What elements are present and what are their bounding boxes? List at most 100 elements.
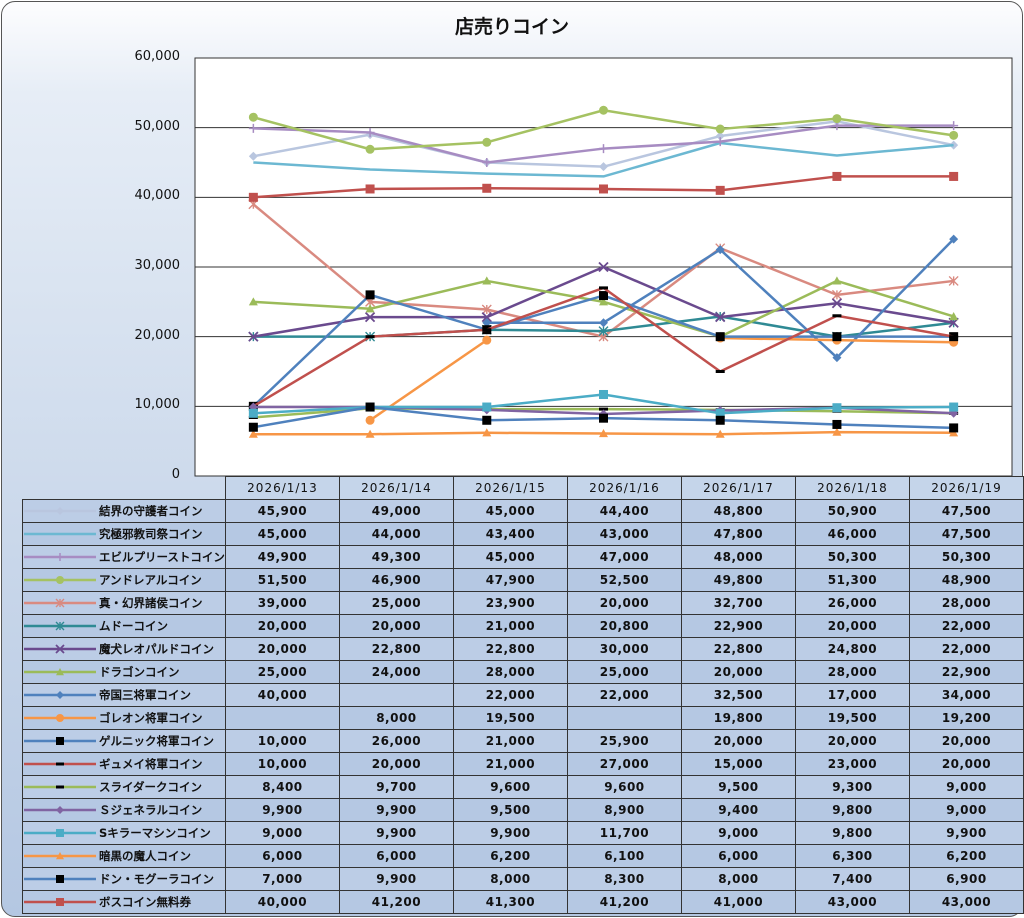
data-label: 25,000 <box>338 590 454 615</box>
data-point <box>482 183 492 193</box>
legend-entry: ゲルニック将軍コイン <box>22 728 226 753</box>
legend-key-icon <box>24 621 96 631</box>
series-2 <box>253 141 954 178</box>
data-label: 47,000 <box>566 544 682 569</box>
data-point <box>365 128 375 138</box>
data-point <box>56 668 64 676</box>
data-label: 49,300 <box>338 544 454 569</box>
data-point <box>482 335 492 345</box>
data-point <box>248 297 258 306</box>
data-point <box>599 286 608 290</box>
data-point <box>832 403 842 413</box>
data-label: 17,000 <box>794 682 910 707</box>
data-label: 9,600 <box>566 774 682 799</box>
data-label: 20,000 <box>794 728 910 753</box>
series-16 <box>248 427 959 438</box>
data-label: 22,800 <box>452 636 568 661</box>
data-label: 26,000 <box>338 728 454 753</box>
data-label: 7,000 <box>224 866 340 891</box>
data-label: 9,900 <box>338 866 454 891</box>
data-label: 9,500 <box>452 797 568 822</box>
x-category-label: 2026/1/18 <box>794 476 910 500</box>
data-point <box>599 407 608 411</box>
data-point <box>599 389 608 399</box>
data-label: 45,000 <box>224 521 340 546</box>
data-label: 19,500 <box>452 705 568 730</box>
data-label: 49,000 <box>338 498 454 523</box>
data-label: 8,400 <box>224 774 340 799</box>
legend-label: ムドーコイン <box>99 618 168 633</box>
data-label: 48,900 <box>908 567 1024 592</box>
data-label: 28,000 <box>452 659 568 684</box>
data-label: 6,000 <box>338 843 454 868</box>
legend-entry: 帝国三将軍コイン <box>22 682 226 707</box>
legend-entry: ゴレオン将軍コイン <box>22 705 226 730</box>
data-label: 46,000 <box>794 521 910 546</box>
y-tick-label: 60,000 <box>134 49 181 64</box>
data-label: 9,900 <box>224 797 340 822</box>
data-label: 28,000 <box>794 659 910 684</box>
table-row: 帝国三将軍コイン 40,000 22,000 22,000 32,500 17,000 34… <box>22 682 1024 707</box>
data-label: 51,300 <box>794 567 910 592</box>
data-point <box>831 289 842 300</box>
data-point <box>832 314 842 318</box>
legend-label: Sキラーマシンコイン <box>99 825 211 840</box>
data-label: 6,100 <box>566 843 682 868</box>
data-label: 25,000 <box>224 659 340 684</box>
data-point <box>715 312 726 323</box>
data-label: 20,000 <box>794 613 910 638</box>
data-label: 21,000 <box>452 613 568 638</box>
legend-label: 帝国三将軍コイン <box>99 687 191 702</box>
data-label: 8,000 <box>452 866 568 891</box>
x-category-label: 2026/1/13 <box>224 476 340 500</box>
data-label: 25,000 <box>566 659 682 684</box>
data-point <box>56 576 64 584</box>
data-label: 39,000 <box>224 590 340 615</box>
data-point <box>55 621 65 631</box>
data-point <box>715 415 725 425</box>
data-label: 20,000 <box>680 659 796 684</box>
data-label: 9,000 <box>680 820 796 845</box>
legend-label: 結界の守護者コイン <box>99 503 203 518</box>
data-label: 9,800 <box>794 797 910 822</box>
data-label: 10,000 <box>224 751 340 776</box>
legend-entry: 結界の守護者コイン <box>22 498 226 523</box>
legend-label: スライダークコイン <box>99 779 203 794</box>
data-label: 44,000 <box>338 521 454 546</box>
data-label: 48,000 <box>680 544 796 569</box>
legend-label: ドラゴンコイン <box>99 664 180 679</box>
data-point <box>56 553 64 561</box>
legend-entry: ムドーコイン <box>22 613 226 638</box>
legend-key-icon <box>24 852 96 860</box>
data-label: 43,000 <box>566 521 682 546</box>
data-point <box>56 714 64 722</box>
series-18 <box>248 171 959 202</box>
data-point <box>248 151 258 161</box>
data-point <box>248 192 258 202</box>
data-label: 10,000 <box>224 728 340 753</box>
data-label: 50,300 <box>908 544 1024 569</box>
legend-label: 魔犬レオパルドコイン <box>99 641 214 656</box>
data-label: 22,800 <box>338 636 454 661</box>
series-4 <box>248 105 959 154</box>
data-point <box>482 415 492 425</box>
data-point <box>832 427 842 436</box>
data-point <box>599 162 608 172</box>
data-label: 21,000 <box>452 751 568 776</box>
data-point <box>482 402 492 412</box>
data-label: 22,000 <box>566 682 682 707</box>
data-point <box>248 112 258 122</box>
table-row: ボスコイン無料券 40,000 41,200 41,300 41,200 41,000 43… <box>22 889 1024 914</box>
data-point <box>949 335 959 339</box>
data-point <box>831 298 843 309</box>
data-point <box>55 644 65 654</box>
legend-entry: 暗黒の魔人コイン <box>22 843 226 868</box>
table-row: 魔犬レオパルドコイン 20,000 22,800 22,800 30,000 22,800… <box>22 636 1024 661</box>
data-label: 22,000 <box>452 682 568 707</box>
data-point <box>482 276 492 285</box>
data-label: 28,000 <box>908 590 1024 615</box>
data-point <box>56 806 64 814</box>
data-point <box>599 144 608 154</box>
legend-key-icon <box>24 785 96 789</box>
